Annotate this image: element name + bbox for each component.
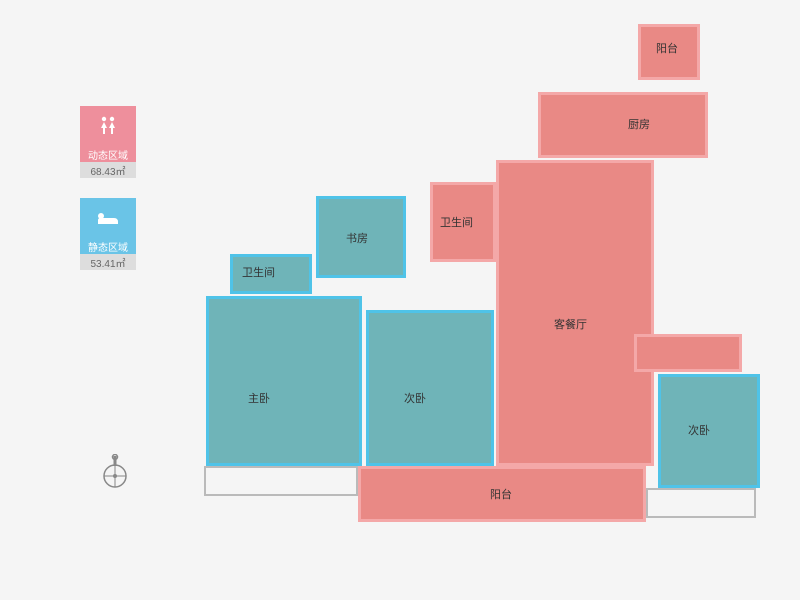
room-bed2 bbox=[366, 310, 494, 466]
room-living bbox=[496, 160, 654, 466]
legend-static: 静态区域 53.41㎡ bbox=[80, 198, 136, 270]
room-label-bath2: 卫生间 bbox=[242, 268, 275, 279]
legend-dynamic: 动态区域 68.43㎡ bbox=[80, 106, 136, 178]
room-living-ext bbox=[634, 334, 742, 372]
people-icon bbox=[96, 114, 120, 138]
legend-static-value: 53.41㎡ bbox=[80, 254, 136, 270]
legend-dynamic-title: 动态区域 bbox=[80, 146, 136, 162]
room-label-study: 书房 bbox=[346, 234, 368, 245]
room-label-balcony-top: 阳台 bbox=[656, 44, 678, 55]
room-label-living: 客餐厅 bbox=[554, 320, 587, 331]
compass-icon bbox=[100, 454, 130, 490]
wall-0 bbox=[204, 466, 358, 496]
room-label-balcony-bot: 阳台 bbox=[490, 490, 512, 501]
legend-static-title: 静态区域 bbox=[80, 238, 136, 254]
room-label-kitchen: 厨房 bbox=[628, 120, 650, 131]
room-master bbox=[206, 296, 362, 466]
room-label-bath1: 卫生间 bbox=[440, 218, 473, 229]
legend-dynamic-icon bbox=[80, 106, 136, 146]
room-label-master: 主卧 bbox=[248, 394, 270, 405]
legend-dynamic-value: 68.43㎡ bbox=[80, 162, 136, 178]
legend-static-icon bbox=[80, 198, 136, 238]
wall-1 bbox=[646, 488, 756, 518]
sleep-icon bbox=[96, 210, 120, 226]
room-label-bed3: 次卧 bbox=[688, 426, 710, 437]
room-kitchen bbox=[538, 92, 708, 158]
room-label-bed2: 次卧 bbox=[404, 394, 426, 405]
